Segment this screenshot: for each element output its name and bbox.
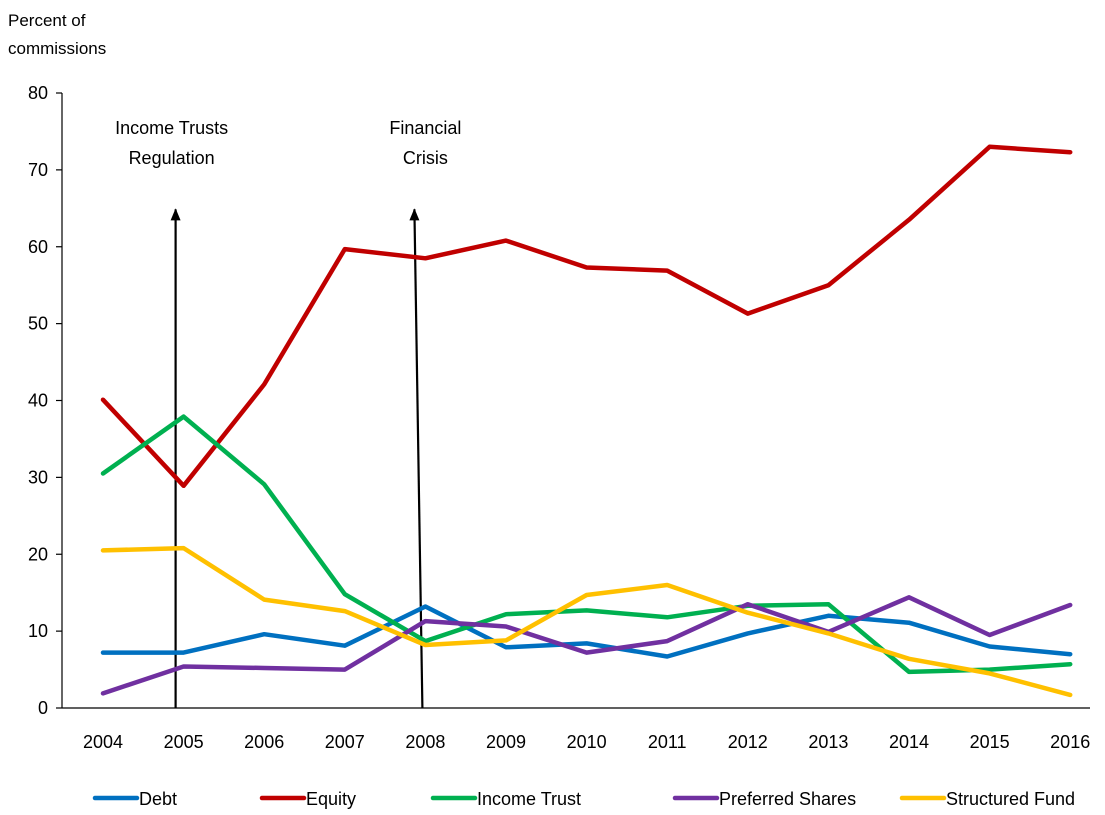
x-tick-label: 2007 — [325, 732, 365, 752]
legend-label: Income Trust — [477, 789, 581, 809]
series-line-structured-fund — [100, 545, 1073, 698]
y-tick-label: 60 — [28, 237, 48, 257]
series-line-preferred-shares — [100, 595, 1073, 696]
x-tick-label: 2012 — [728, 732, 768, 752]
annotation-label: Crisis — [403, 148, 448, 168]
y-tick-label: 0 — [38, 698, 48, 718]
legend-label: Structured Fund — [946, 789, 1075, 809]
annotation-label: Income Trusts — [115, 118, 228, 138]
x-tick-label: 2013 — [808, 732, 848, 752]
x-tick-label: 2006 — [244, 732, 284, 752]
x-tick-label: 2004 — [83, 732, 123, 752]
y-tick-label: 20 — [28, 544, 48, 564]
y-tick-label: 70 — [28, 160, 48, 180]
y-tick-label: 30 — [28, 467, 48, 487]
x-tick-label: 2010 — [567, 732, 607, 752]
plot-area: Percent of commissions 0 10 20 30 40 50 60 70 80 20… — [8, 11, 1090, 809]
x-tick-label: 2014 — [889, 732, 929, 752]
x-tick-label: 2011 — [648, 732, 687, 752]
series-line-income-trust — [100, 414, 1073, 675]
legend-label: Equity — [306, 789, 356, 809]
x-tick-label: 2015 — [970, 732, 1010, 752]
x-tick-label: 2008 — [405, 732, 445, 752]
y-tick-label: 80 — [28, 83, 48, 103]
x-tick-label: 2016 — [1050, 732, 1090, 752]
legend-label: Preferred Shares — [719, 789, 856, 809]
y-tick-label: 10 — [28, 621, 48, 641]
series-line-debt — [100, 604, 1073, 659]
y-tick-label: 50 — [28, 314, 48, 334]
y-tick-label: 40 — [28, 391, 48, 411]
annotation-label: Regulation — [129, 148, 215, 168]
y-axis-label: commissions — [8, 39, 106, 58]
x-tick-label: 2009 — [486, 732, 526, 752]
annotation-label: Financial — [389, 118, 461, 138]
series-line-equity — [100, 144, 1073, 489]
y-axis-label: Percent of — [8, 11, 86, 30]
x-tick-label: 2005 — [164, 732, 204, 752]
legend-label: Debt — [139, 789, 177, 809]
